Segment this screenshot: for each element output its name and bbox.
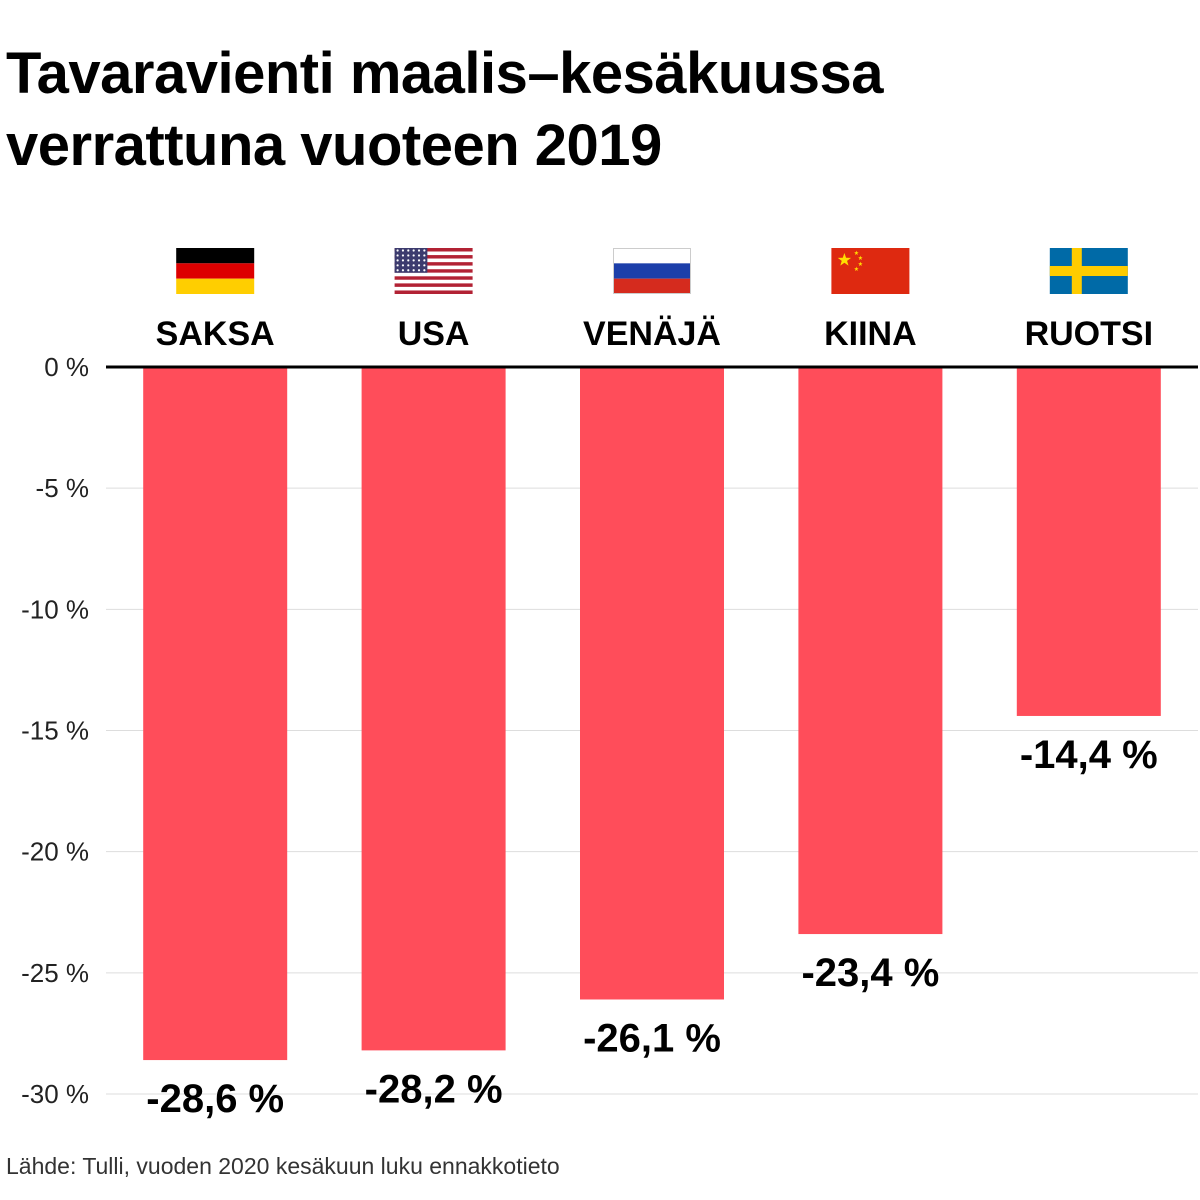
- chart-title-line-1: Tavaravienti maalis–kesäkuussa: [6, 41, 884, 106]
- flag-star: [412, 264, 415, 267]
- flag-star: [423, 249, 426, 252]
- flag-star: [837, 253, 852, 266]
- flag-stripe: [613, 248, 691, 264]
- flag-star: [407, 259, 410, 262]
- flag-stripe: [394, 279, 473, 284]
- usa-flag-icon: [394, 248, 473, 294]
- flag-stripe: [394, 258, 473, 263]
- bar: [143, 367, 288, 1061]
- flag-star: [407, 269, 410, 272]
- flag-stripe: [394, 255, 473, 259]
- category-label: KIINA: [824, 315, 917, 353]
- flag-star: [858, 261, 863, 266]
- flag-stripe: [613, 278, 691, 294]
- bar: [361, 367, 506, 1051]
- flag-stripe: [394, 251, 473, 256]
- data-label: -14,4 %: [1020, 733, 1158, 777]
- flag-stripe: [394, 290, 473, 294]
- flag-stripe: [613, 263, 691, 279]
- germany-flag-icon: [176, 248, 255, 294]
- flag-star: [423, 264, 426, 267]
- data-label: -26,1 %: [583, 1016, 721, 1060]
- russia-flag-icon: [613, 248, 691, 294]
- flag-star: [417, 254, 421, 257]
- y-tick-label: -15 %: [21, 716, 89, 746]
- chart-title: Tavaravienti maalis–kesäkuussa verrattun…: [6, 38, 884, 182]
- flag-star: [401, 269, 405, 272]
- flag-star: [407, 249, 410, 252]
- flag-stripe: [394, 269, 473, 273]
- flag-stripe: [176, 278, 255, 294]
- bar: [798, 367, 943, 935]
- flag-star: [396, 259, 399, 262]
- flag-canton: [394, 248, 428, 273]
- flag-cross-horizontal: [1049, 266, 1128, 276]
- source-note: Lähde: Tulli, vuoden 2020 kesäkuun luku …: [6, 1153, 560, 1179]
- flag-star: [854, 266, 859, 271]
- y-tick-label: -25 %: [21, 958, 89, 988]
- flag-star: [417, 264, 421, 267]
- flag-stripe: [394, 286, 473, 291]
- flag-star: [423, 259, 426, 262]
- flag-star: [401, 259, 405, 262]
- flag-stripe: [176, 263, 255, 279]
- y-tick-label: -20 %: [21, 837, 89, 867]
- flag-star: [423, 254, 426, 257]
- y-tick-label: -30 %: [21, 1079, 89, 1109]
- y-tick-label: 0 %: [44, 352, 89, 382]
- flag-stripe: [394, 265, 473, 270]
- bar: [1016, 367, 1161, 716]
- flag-star: [401, 249, 405, 252]
- china-flag-icon: [831, 248, 910, 294]
- flag-stripe: [394, 283, 473, 287]
- sweden-flag-icon: [1049, 248, 1128, 294]
- flag-border: [613, 248, 691, 294]
- flag-star: [412, 259, 415, 262]
- flag-stripe: [394, 276, 473, 280]
- flag-star: [407, 264, 410, 267]
- flag-star: [401, 254, 405, 257]
- flag-star: [396, 269, 399, 272]
- bar: [580, 367, 724, 1000]
- category-label: SAKSA: [156, 315, 275, 353]
- flag-star: [401, 264, 405, 267]
- flag-star: [423, 269, 426, 272]
- flag-star: [407, 254, 410, 257]
- data-label: -23,4 %: [801, 951, 939, 995]
- y-tick-label: -10 %: [21, 594, 89, 624]
- flag-field: [831, 248, 910, 294]
- flag-stripe: [394, 262, 473, 266]
- flag-star: [396, 249, 399, 252]
- y-tick-label: -5 %: [36, 473, 89, 503]
- flag-star: [858, 255, 863, 260]
- chart-title-line-2: verrattuna vuoteen 2019: [6, 113, 662, 178]
- flag-stripe: [394, 248, 473, 252]
- category-label: VENÄJÄ: [583, 315, 721, 353]
- flag-stripe: [176, 248, 255, 264]
- data-label: -28,2 %: [365, 1067, 503, 1111]
- flag-star: [396, 264, 399, 267]
- flag-star: [417, 259, 421, 262]
- data-label: -28,6 %: [146, 1077, 284, 1121]
- flag-stripe: [394, 272, 473, 277]
- flag-star: [412, 249, 415, 252]
- category-label: RUOTSI: [1025, 315, 1153, 353]
- flag-star: [412, 269, 415, 272]
- flag-star: [417, 269, 421, 272]
- flag-star: [854, 250, 859, 255]
- flag-star: [396, 254, 399, 257]
- flag-star: [417, 249, 421, 252]
- flag-star: [412, 254, 415, 257]
- category-label: USA: [398, 315, 470, 353]
